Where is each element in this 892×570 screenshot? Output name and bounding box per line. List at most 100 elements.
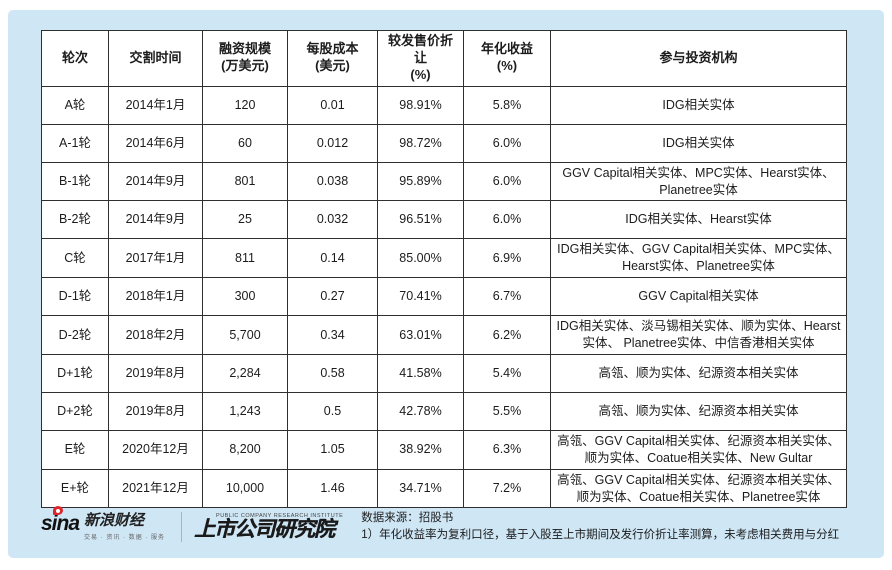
- blue-background-panel: 轮次 交割时间 融资规模 (万美元) 每股成本 (美元) 较发售价折让 (%) 年化收益 (%) 参…: [8, 10, 884, 558]
- cell-investors: GGV Capital相关实体: [550, 277, 847, 317]
- cell-round: B-1轮: [41, 161, 109, 202]
- cell-investors: IDG相关实体: [550, 85, 847, 125]
- cell-round: D+2轮: [41, 391, 109, 431]
- cell-cost-per-share: 0.5: [287, 391, 378, 431]
- table-row: D-1轮 2018年1月 300 0.27 70.41% 6.7% GGV Ca…: [41, 277, 847, 317]
- column-header: 交割时间: [108, 30, 203, 87]
- cell-investors: IDG相关实体、Hearst实体: [550, 200, 847, 240]
- table-row: B-1轮 2014年9月 801 0.038 95.89% 6.0% GGV C…: [41, 161, 847, 202]
- cell-annualized-return: 7.2%: [463, 468, 551, 509]
- table-row: A-1轮 2014年6月 60 0.012 98.72% 6.0% IDG相关实…: [41, 123, 847, 163]
- cell-annualized-return: 6.0%: [463, 200, 551, 240]
- cell-discount-to-offer-price: 95.89%: [377, 161, 464, 202]
- cell-financing-size: 811: [202, 238, 288, 279]
- cell-closing-date: 2014年9月: [108, 200, 203, 240]
- cell-closing-date: 2021年12月: [108, 468, 203, 509]
- cell-investors: 高瓴、GGV Capital相关实体、纪源资本相关实体、顺为实体、Coatue相…: [550, 468, 847, 509]
- cell-discount-to-offer-price: 42.78%: [377, 391, 464, 431]
- footer: sina 新浪财经 交易 · 资讯 · 数据 · 服务 PUBLIC COMPA…: [41, 504, 839, 550]
- cell-closing-date: 2018年1月: [108, 277, 203, 317]
- cell-financing-size: 8,200: [202, 429, 288, 470]
- cell-financing-size: 801: [202, 161, 288, 202]
- cell-cost-per-share: 0.14: [287, 238, 378, 279]
- sina-wordmark: sina: [41, 506, 80, 534]
- cell-discount-to-offer-price: 96.51%: [377, 200, 464, 240]
- cell-discount-to-offer-price: 85.00%: [377, 238, 464, 279]
- cell-closing-date: 2017年1月: [108, 238, 203, 279]
- cell-discount-to-offer-price: 63.01%: [377, 315, 464, 355]
- sina-red-eye-icon: [53, 506, 63, 516]
- cell-cost-per-share: 0.27: [287, 277, 378, 317]
- cell-closing-date: 2019年8月: [108, 353, 203, 393]
- source-line: 数据来源：招股书: [361, 511, 454, 524]
- cell-round: A轮: [41, 85, 109, 125]
- financing-rounds-table: 轮次 交割时间 融资规模 (万美元) 每股成本 (美元) 较发售价折让 (%) 年化收益 (%) 参…: [41, 30, 847, 509]
- column-header: 年化收益 (%): [463, 30, 551, 87]
- cell-round: C轮: [41, 238, 109, 279]
- institute-chinese-text: 上市公司研究院: [194, 517, 335, 541]
- table-body: A轮 2014年1月 120 0.01 98.91% 5.8% IDG相关实体 …: [41, 85, 847, 509]
- table-row: C轮 2017年1月 811 0.14 85.00% 6.9% IDG相关实体、…: [41, 238, 847, 279]
- cell-closing-date: 2018年2月: [108, 315, 203, 355]
- cell-round: B-2轮: [41, 200, 109, 240]
- cell-investors: GGV Capital相关实体、MPC实体、Hearst实体、Planetree…: [550, 161, 847, 202]
- cell-cost-per-share: 1.05: [287, 429, 378, 470]
- cell-discount-to-offer-price: 41.58%: [377, 353, 464, 393]
- column-header: 参与投资机构: [550, 30, 847, 87]
- cell-investors: 高瓴、顺为实体、纪源资本相关实体: [550, 353, 847, 393]
- cell-closing-date: 2019年8月: [108, 391, 203, 431]
- cell-financing-size: 2,284: [202, 353, 288, 393]
- cell-cost-per-share: 1.46: [287, 468, 378, 509]
- cell-discount-to-offer-price: 98.72%: [377, 123, 464, 163]
- cell-financing-size: 10,000: [202, 468, 288, 509]
- research-institute-logo: PUBLIC COMPANY RESEARCH INSTITUTE 上市公司研究…: [194, 513, 343, 541]
- cell-cost-per-share: 0.58: [287, 353, 378, 393]
- cell-cost-per-share: 0.038: [287, 161, 378, 202]
- table-row: D+2轮 2019年8月 1,243 0.5 42.78% 5.5% 高瓴、顺为…: [41, 391, 847, 431]
- sina-tagline: 交易 · 资讯 · 数据 · 服务: [84, 534, 166, 541]
- cell-investors: IDG相关实体、GGV Capital相关实体、MPC实体、Hearst实体、P…: [550, 238, 847, 279]
- cell-annualized-return: 6.7%: [463, 277, 551, 317]
- cell-discount-to-offer-price: 38.92%: [377, 429, 464, 470]
- institute-english-text: PUBLIC COMPANY RESEARCH INSTITUTE: [216, 512, 344, 519]
- cell-closing-date: 2014年1月: [108, 85, 203, 125]
- cell-annualized-return: 5.4%: [463, 353, 551, 393]
- column-header: 每股成本 (美元): [287, 30, 378, 87]
- sina-brand-text: 新浪财经: [84, 512, 145, 530]
- cell-cost-per-share: 0.012: [287, 123, 378, 163]
- cell-round: E+轮: [41, 468, 109, 509]
- cell-cost-per-share: 0.34: [287, 315, 378, 355]
- cell-financing-size: 60: [202, 123, 288, 163]
- cell-investors: 高瓴、顺为实体、纪源资本相关实体: [550, 391, 847, 431]
- cell-investors: IDG相关实体: [550, 123, 847, 163]
- cell-investors: IDG相关实体、淡马锡相关实体、顺为实体、Hearst实体、 Planetree…: [550, 315, 847, 355]
- cell-discount-to-offer-price: 34.71%: [377, 468, 464, 509]
- table-header-row: 轮次 交割时间 融资规模 (万美元) 每股成本 (美元) 较发售价折让 (%) 年化收益 (%) 参…: [41, 30, 847, 87]
- cell-financing-size: 1,243: [202, 391, 288, 431]
- footnote-line: 1）年化收益率为复利口径，基于入股至上市期间及发行价折让率测算，未考虑相关费用与…: [361, 529, 840, 541]
- cell-closing-date: 2014年9月: [108, 161, 203, 202]
- table-row: B-2轮 2014年9月 25 0.032 96.51% 6.0% IDG相关实…: [41, 200, 847, 240]
- cell-cost-per-share: 0.01: [287, 85, 378, 125]
- cell-round: D-2轮: [41, 315, 109, 355]
- cell-discount-to-offer-price: 98.91%: [377, 85, 464, 125]
- cell-annualized-return: 6.3%: [463, 429, 551, 470]
- cell-financing-size: 25: [202, 200, 288, 240]
- cell-annualized-return: 5.5%: [463, 391, 551, 431]
- column-header: 轮次: [41, 30, 109, 87]
- cell-round: D+1轮: [41, 353, 109, 393]
- cell-financing-size: 300: [202, 277, 288, 317]
- sina-finance-logo: sina 新浪财经 交易 · 资讯 · 数据 · 服务: [41, 506, 177, 541]
- cell-financing-size: 120: [202, 85, 288, 125]
- cell-annualized-return: 6.2%: [463, 315, 551, 355]
- data-source-note: 数据来源：招股书 1）年化收益率为复利口径，基于入股至上市期间及发行价折让率测算…: [361, 510, 839, 545]
- table-row: D+1轮 2019年8月 2,284 0.58 41.58% 5.4% 高瓴、顺…: [41, 353, 847, 393]
- logo-divider: [181, 512, 183, 542]
- cell-closing-date: 2020年12月: [108, 429, 203, 470]
- column-header: 融资规模 (万美元): [202, 30, 288, 87]
- cell-investors: 高瓴、GGV Capital相关实体、纪源资本相关实体、顺为实体、Coatue相…: [550, 429, 847, 470]
- table-row: E轮 2020年12月 8,200 1.05 38.92% 6.3% 高瓴、GG…: [41, 429, 847, 470]
- cell-cost-per-share: 0.032: [287, 200, 378, 240]
- cell-round: D-1轮: [41, 277, 109, 317]
- cell-financing-size: 5,700: [202, 315, 288, 355]
